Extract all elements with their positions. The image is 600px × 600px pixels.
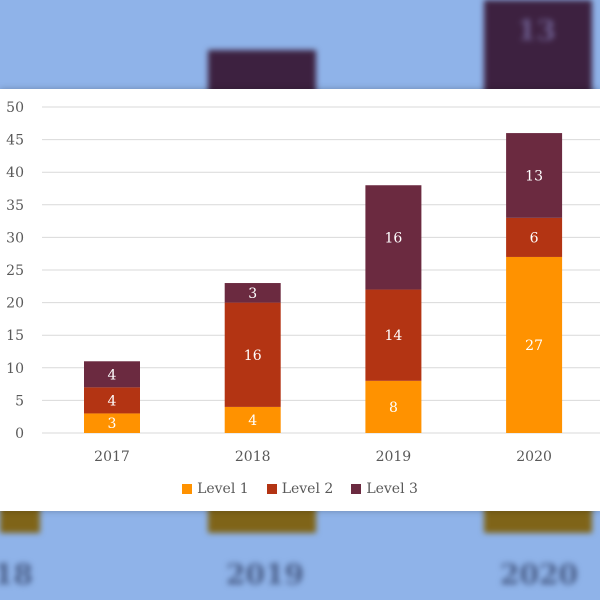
y-tick-label: 50 <box>6 100 24 116</box>
bar-segment <box>365 185 422 290</box>
bar-segment <box>84 413 140 433</box>
bar-segment <box>365 380 422 433</box>
legend-swatch <box>266 484 277 494</box>
bar-segment <box>84 387 140 414</box>
y-tick-label: 25 <box>6 263 24 279</box>
legend-swatch <box>351 484 362 494</box>
legend-label: Level 2 <box>281 481 334 497</box>
bar-segment <box>506 256 563 433</box>
bar-segment <box>224 283 281 303</box>
data-label: 4 <box>248 413 257 429</box>
bg-value-label: 13 <box>517 14 556 47</box>
x-tick-label: 2018 <box>235 449 271 465</box>
y-tick-label: 10 <box>6 361 24 377</box>
y-tick-label: 35 <box>6 198 24 214</box>
legend-label: Level 1 <box>197 481 249 497</box>
bg-bar-2020-top <box>484 0 592 95</box>
data-label: 3 <box>108 416 117 432</box>
legend-item: Level 1 <box>182 481 249 497</box>
y-tick-label: 30 <box>6 230 24 246</box>
y-tick-label: 45 <box>6 133 24 149</box>
data-label: 6 <box>530 230 539 246</box>
data-label: 16 <box>384 230 402 246</box>
bar-segment <box>506 133 563 218</box>
x-tick-label: 2019 <box>376 449 412 465</box>
legend-label: Level 3 <box>366 481 418 497</box>
y-tick-label: 20 <box>6 296 24 312</box>
chart-card: 0 5 10 15 20 25 30 35 40 45 50 3 4 4 2017 4 16 3 2018 8 14 16… <box>0 89 600 511</box>
x-tick-label: 2020 <box>516 449 552 465</box>
legend: Level 1 Level 2 Level 3 <box>0 481 600 497</box>
data-label: 14 <box>384 328 402 344</box>
bg-bar-2018-top <box>208 50 316 95</box>
y-tick-label: 0 <box>15 426 24 442</box>
bar-segment <box>224 302 281 407</box>
x-tick-label: 2017 <box>94 449 130 465</box>
bar-segment <box>365 289 422 381</box>
y-tick-label: 5 <box>15 393 24 409</box>
legend-item: Level 2 <box>266 481 334 497</box>
data-label: 16 <box>244 348 262 364</box>
legend-swatch <box>182 484 193 494</box>
bg-axis-label: 2020 <box>500 558 578 591</box>
bg-axis-label: 18 <box>0 558 33 591</box>
bar-segment <box>506 217 563 257</box>
bar-segment <box>84 361 140 388</box>
bar-segment <box>224 406 281 433</box>
bg-axis-label: 2019 <box>226 558 304 591</box>
data-label: 4 <box>108 367 117 383</box>
data-label: 3 <box>248 286 257 302</box>
data-label: 27 <box>525 338 543 354</box>
legend-item: Level 3 <box>351 481 418 497</box>
data-label: 4 <box>108 393 117 409</box>
y-tick-label: 40 <box>6 165 24 181</box>
data-label: 8 <box>389 400 398 416</box>
data-label: 13 <box>525 168 543 184</box>
y-tick-label: 15 <box>6 328 24 344</box>
stacked-bar-chart: 0 5 10 15 20 25 30 35 40 45 50 3 4 4 2017 4 16 3 2018 8 14 16… <box>6 100 600 465</box>
